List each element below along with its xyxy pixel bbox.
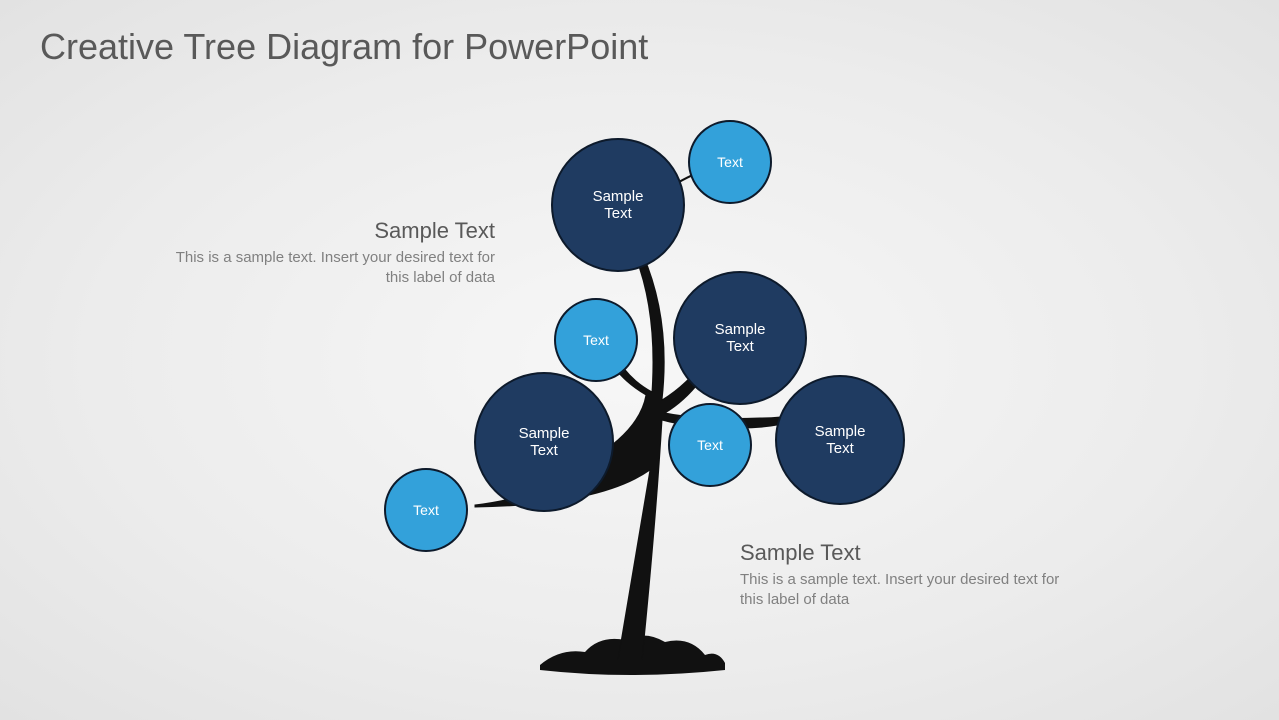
tree-node-n4: Sample Text — [673, 271, 807, 405]
tree-node-label: Text — [717, 154, 743, 170]
page-title: Creative Tree Diagram for PowerPoint — [40, 26, 648, 68]
tree-node-n1: Sample Text — [551, 138, 685, 272]
tree-node-n5: Sample Text — [474, 372, 614, 512]
tree-node-label: Text — [583, 332, 609, 348]
tree-node-label: Sample Text — [519, 425, 570, 460]
tree-node-label: Text — [413, 502, 439, 518]
annotation-left-title: Sample Text — [165, 218, 495, 244]
annotation-right: Sample Text This is a sample text. Inser… — [740, 540, 1080, 609]
tree-node-label: Sample Text — [715, 321, 766, 356]
tree-node-label: Sample Text — [815, 423, 866, 458]
annotation-right-body: This is a sample text. Insert your desir… — [740, 570, 1080, 609]
tree-node-n8: Text — [384, 468, 468, 552]
annotation-left-body: This is a sample text. Insert your desir… — [165, 248, 495, 287]
annotation-left: Sample Text This is a sample text. Inser… — [165, 218, 495, 287]
tree-node-n2: Text — [688, 120, 772, 204]
annotation-right-title: Sample Text — [740, 540, 1080, 566]
tree-node-n3: Text — [554, 298, 638, 382]
tree-svg — [0, 0, 1279, 720]
tree-mound — [540, 635, 725, 675]
tree-node-label: Text — [697, 437, 723, 453]
tree-node-n7: Sample Text — [775, 375, 905, 505]
tree-node-label: Sample Text — [593, 188, 644, 223]
tree-node-n6: Text — [668, 403, 752, 487]
